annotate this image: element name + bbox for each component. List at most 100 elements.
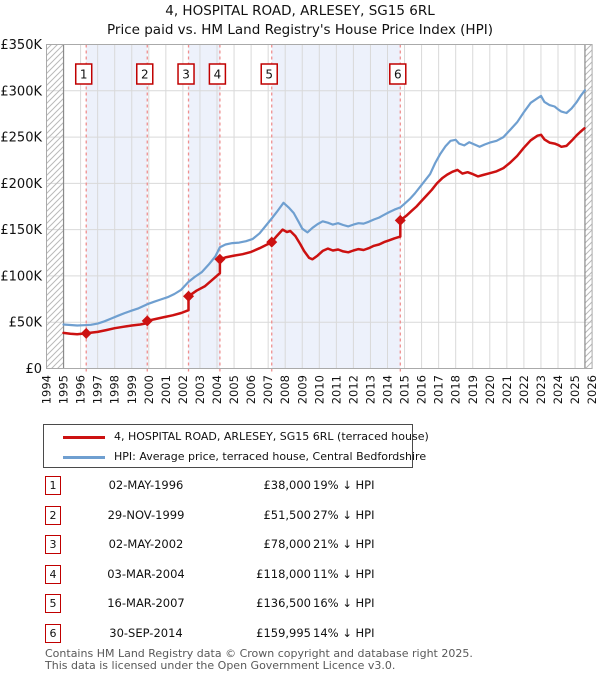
transaction-hpi-diff: 11% ↓ HPI [313,566,375,581]
purchase-marker [141,315,153,327]
y-axis-label: £300K [0,84,42,99]
x-axis-label: 2010 [312,375,326,404]
hpi-line [62,89,587,327]
purchase-number-box [136,63,154,85]
x-axis-label: 2000 [142,375,156,404]
y-axis-label: £250K [0,131,42,146]
no-data-hatch-left [46,44,64,369]
purchase-number-label: 2 [141,68,149,82]
transaction-hpi-diff: 27% ↓ HPI [313,507,375,522]
price-history-chart: 1 2 3 4 5 6 £0 £50K £100K £150K £200K £250K £300K £35… [0,38,599,404]
legend-row-property: 4, HOSPITAL ROAD, ARLESEY, SG15 6RL (ter… [44,427,429,447]
x-axis-label: 2024 [551,375,565,404]
transaction-hpi-diff: 19% ↓ HPI [313,478,375,492]
x-axis-label: 2011 [329,375,343,404]
purchase-marker [394,214,406,226]
transaction-hpi-diff: 14% ↓ HPI [313,626,375,640]
transaction-date: 02-MAY-2002 [108,537,184,552]
purchase-marker [183,290,195,302]
purchase-marker [266,236,278,248]
purchase-marker [214,253,226,265]
x-axis-label: 2012 [346,375,360,404]
purchase-number-label: 6 [394,68,402,82]
legend-label-property: 4, HOSPITAL ROAD, ARLESEY, SG15 6RL (ter… [114,430,429,443]
transaction-date: 16-MAR-2007 [107,596,185,611]
x-axis-label: 2018 [449,375,463,404]
x-axis-label: 2020 [483,375,497,404]
transaction-date: 30-SEP-2014 [109,626,183,640]
y-axis-label: £350K [0,38,42,53]
plot-border [46,44,593,369]
transaction-price: £159,995 [256,626,311,640]
purchase-marker [80,327,92,339]
no-data-hatch-right [584,44,593,369]
y-axis-label: £50K [9,316,43,331]
x-axis-label: 2008 [278,375,292,404]
ownership-band [188,44,220,369]
x-axis-label: 2005 [227,375,241,404]
transaction-price: £136,500 [256,596,311,611]
x-axis-label: 2026 [585,375,599,404]
transaction-hpi-diff: 21% ↓ HPI [313,537,375,552]
transaction-row: 2 29-NOV-1999 £51,500 27% ↓ HPI [45,505,565,526]
y-axis-label: £150K [0,223,42,238]
purchase-number-box [260,63,278,85]
transaction-row: 1 02-MAY-1996 £38,000 19% ↓ HPI [45,476,565,496]
x-axis-label: 1994 [40,375,54,404]
transaction-date: 02-MAY-1996 [108,478,184,492]
transaction-row: 6 30-SEP-2014 £159,995 14% ↓ HPI [45,624,565,644]
x-axis-label: 1995 [57,375,71,404]
purchase-number-label: 5 [265,68,273,82]
x-axis-label: 2016 [415,375,429,404]
x-axis-label: 2003 [193,375,207,404]
property-price-line [62,127,586,336]
x-axis-label: 2022 [517,375,531,404]
x-axis-label: 2009 [295,375,309,404]
x-axis-label: 2019 [466,375,480,404]
transaction-number: 3 [45,535,61,555]
purchase-number-box [389,63,407,85]
chart-legend: 4, HOSPITAL ROAD, ARLESEY, SG15 6RL (ter… [43,424,429,468]
transaction-price: £118,000 [256,566,311,581]
x-axis-label: 1999 [125,375,139,404]
transaction-row: 5 16-MAR-2007 £136,500 16% ↓ HPI [45,594,565,614]
legend-label-hpi: HPI: Average price, terraced house, Cent… [114,450,427,463]
transaction-row: 3 02-MAY-2002 £78,000 21% ↓ HPI [45,535,565,555]
x-axis-label: 2023 [534,375,548,404]
transaction-date: 03-MAR-2004 [107,566,185,581]
footer-copyright: Contains HM Land Registry data © Crown c… [45,647,473,660]
purchase-number-box [74,63,93,85]
x-axis-label: 2017 [432,375,446,404]
transaction-hpi-diff: 16% ↓ HPI [313,596,375,611]
x-axis-label: 2013 [363,375,377,404]
x-axis-label: 2001 [159,375,173,404]
purchase-number-label: 4 [214,68,222,82]
hpi-line-swatch [63,456,105,459]
y-axis-label: £200K [0,177,42,192]
x-axis-label: 2007 [261,375,275,404]
transaction-number: 5 [45,594,61,614]
x-axis-label: 2006 [244,375,258,404]
footer-licence: This data is licensed under the Open Gov… [45,659,396,672]
y-axis-label: £0 [25,362,42,377]
x-axis-label: 2002 [176,375,190,404]
transaction-number: 2 [45,505,61,525]
x-axis-label: 1996 [74,375,88,404]
ownership-band [86,44,148,369]
x-axis-label: 2014 [381,375,395,404]
y-axis-label: £100K [0,269,42,284]
transaction-price: £78,000 [263,537,311,552]
purchase-number-box [177,63,195,85]
purchase-number-label: 3 [182,68,190,82]
transaction-number: 1 [45,476,61,495]
transaction-number: 6 [45,624,61,643]
x-axis-label: 2021 [500,375,514,404]
x-axis-label: 1998 [108,375,122,404]
transaction-number: 4 [45,564,61,584]
x-axis-label: 2004 [210,375,224,404]
transaction-price: £51,500 [263,507,311,522]
property-line-swatch [63,436,105,439]
x-axis-label: 2025 [568,375,582,404]
purchase-number-label: 1 [80,68,88,82]
